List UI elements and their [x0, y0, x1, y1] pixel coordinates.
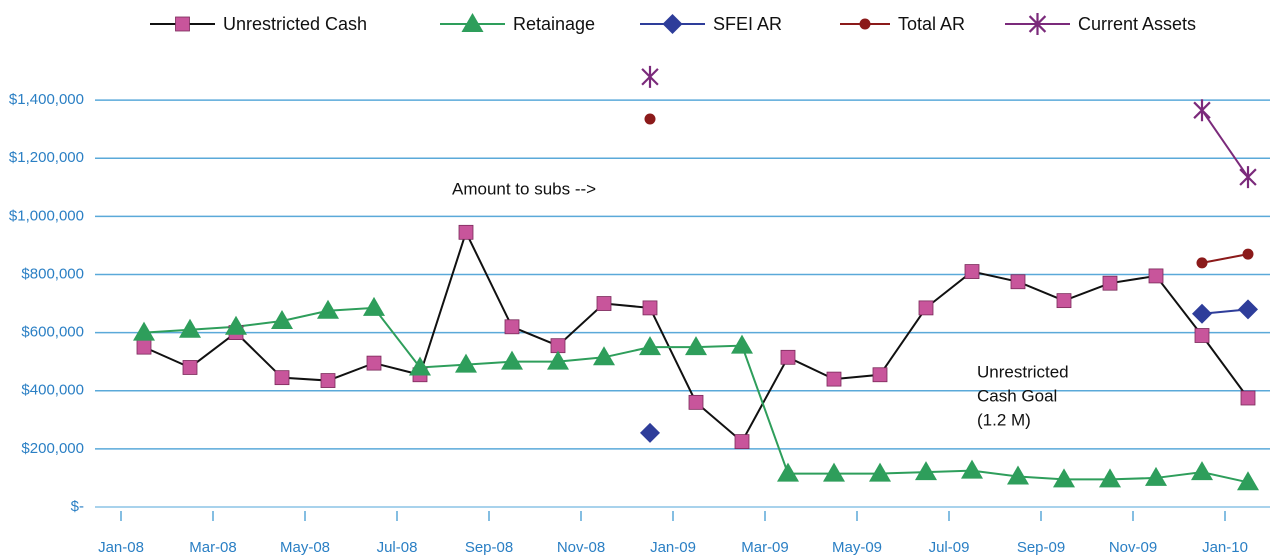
- x-tick-label: May-09: [832, 539, 882, 556]
- legend-marker: [175, 16, 190, 32]
- marker: [1056, 293, 1072, 309]
- marker: [1196, 257, 1208, 269]
- marker: [734, 434, 750, 450]
- y-tick-label: $1,400,000: [9, 91, 84, 108]
- y-tick-label: $1,000,000: [9, 207, 84, 224]
- marker: [317, 299, 339, 319]
- marker: [688, 394, 704, 410]
- marker: [458, 224, 474, 240]
- x-tick-label: Jan-10: [1202, 539, 1248, 556]
- x-tick-label: Nov-09: [1109, 539, 1157, 556]
- marker: [1192, 303, 1212, 324]
- marker: [1194, 328, 1210, 343]
- marker: [1239, 166, 1257, 189]
- marker: [501, 350, 523, 370]
- marker: [641, 65, 659, 88]
- marker: [961, 459, 983, 479]
- marker: [274, 370, 290, 386]
- marker: [1007, 465, 1029, 485]
- x-tick-label: Jul-09: [929, 539, 970, 556]
- marker: [823, 462, 845, 482]
- x-tick-label: Nov-08: [557, 539, 605, 556]
- x-tick-label: Sep-09: [1017, 539, 1065, 556]
- marker: [593, 346, 615, 366]
- series-line: [1201, 253, 1249, 264]
- x-tick-label: Jan-08: [98, 539, 144, 556]
- marker: [320, 373, 336, 388]
- marker: [644, 113, 656, 125]
- marker: [504, 319, 520, 335]
- x-tick-label: Sep-08: [465, 539, 513, 556]
- marker: [640, 422, 660, 443]
- marker: [777, 462, 799, 482]
- marker: [869, 462, 891, 482]
- marker: [1237, 471, 1259, 491]
- marker: [363, 296, 385, 316]
- y-tick-label: $400,000: [21, 382, 84, 399]
- annotation: Unrestricted: [977, 362, 1069, 381]
- marker: [409, 356, 431, 376]
- legend-marker: [859, 18, 871, 30]
- x-tick-label: Jul-08: [377, 539, 418, 556]
- annotation: Amount to subs -->: [452, 179, 596, 198]
- marker: [826, 371, 842, 387]
- marker: [1240, 390, 1256, 406]
- marker: [1191, 461, 1213, 481]
- y-tick-label: $800,000: [21, 265, 84, 282]
- series-line: [1201, 109, 1249, 178]
- marker: [1099, 468, 1121, 488]
- marker: [1145, 466, 1167, 486]
- marker: [182, 360, 198, 375]
- marker: [1242, 248, 1254, 260]
- annotation: Cash Goal: [977, 386, 1057, 405]
- marker: [780, 349, 796, 365]
- x-tick-label: Mar-09: [741, 539, 789, 556]
- marker: [1193, 99, 1211, 122]
- marker: [731, 334, 753, 354]
- legend-label: Current Assets: [1078, 14, 1196, 34]
- marker: [872, 367, 888, 383]
- y-tick-label: $200,000: [21, 440, 84, 457]
- legend-label: SFEI AR: [713, 14, 782, 34]
- x-tick-label: May-08: [280, 539, 330, 556]
- marker: [225, 315, 247, 335]
- marker: [596, 296, 612, 311]
- marker: [547, 350, 569, 370]
- y-tick-label: $1,200,000: [9, 149, 84, 166]
- marker: [1010, 274, 1026, 290]
- legend-label: Unrestricted Cash: [223, 14, 367, 34]
- marker: [550, 338, 566, 354]
- marker: [133, 321, 155, 341]
- marker: [455, 353, 477, 373]
- x-tick-label: Jan-09: [650, 539, 696, 556]
- marker: [1238, 299, 1258, 320]
- y-tick-label: $600,000: [21, 324, 84, 341]
- marker: [271, 309, 293, 329]
- marker: [1102, 275, 1118, 291]
- annotation: (1.2 M): [977, 410, 1031, 429]
- legend-marker: [662, 14, 683, 34]
- marker: [1148, 268, 1164, 284]
- legend-label: Total AR: [898, 14, 965, 34]
- marker: [136, 339, 152, 355]
- marker: [685, 336, 707, 356]
- legend-marker: [1028, 13, 1047, 35]
- legend-label: Retainage: [513, 14, 595, 34]
- marker: [639, 336, 661, 356]
- marker: [918, 300, 934, 316]
- y-tick-label: $-: [71, 498, 84, 515]
- marker: [366, 355, 382, 371]
- legend-marker: [461, 13, 484, 32]
- marker: [179, 318, 201, 338]
- marker: [642, 300, 658, 316]
- marker: [1053, 468, 1075, 488]
- x-tick-label: Mar-08: [189, 539, 237, 556]
- marker: [915, 461, 937, 481]
- marker: [964, 264, 980, 279]
